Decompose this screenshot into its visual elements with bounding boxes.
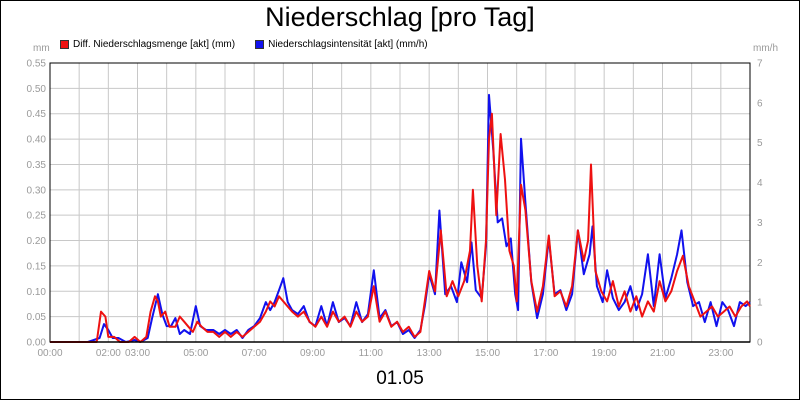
x-tick-label: 09:00 bbox=[300, 348, 325, 359]
y-right-tick-label: 7 bbox=[757, 59, 763, 70]
x-tick-label: 00:00 bbox=[37, 348, 62, 359]
y-left-tick-label: 0.55 bbox=[27, 59, 47, 70]
y-left-tick-label: 0.40 bbox=[27, 135, 47, 146]
y-right-tick-label: 4 bbox=[757, 178, 763, 189]
y-left-tick-label: 0.30 bbox=[27, 185, 47, 196]
legend-item-mm: Diff. Niederschlagsmenge [akt] (mm) bbox=[60, 39, 235, 50]
left-axis-unit: mm bbox=[33, 43, 50, 54]
x-tick-label: 02:00 bbox=[96, 348, 121, 359]
y-left-tick-label: 0.45 bbox=[27, 109, 47, 120]
x-tick-label: 21:00 bbox=[650, 348, 675, 359]
right-axis-unit: mm/h bbox=[753, 43, 778, 54]
chart-title: Niederschlag [pro Tag] bbox=[265, 2, 535, 32]
y-left-tick-label: 0.10 bbox=[27, 287, 47, 298]
y-left-tick-label: 0.05 bbox=[27, 312, 47, 323]
x-tick-label: 13:00 bbox=[417, 348, 442, 359]
y-right-tick-label: 6 bbox=[757, 98, 763, 109]
y-left-tick-label: 0.35 bbox=[27, 160, 47, 171]
y-left-tick-label: 0.25 bbox=[27, 211, 47, 222]
legend-item-intensity: Niederschlagsintensität [akt] (mm/h) bbox=[255, 39, 428, 50]
x-tick-label: 17:00 bbox=[533, 348, 558, 359]
y-left-tick-label: 0.20 bbox=[27, 236, 47, 247]
legend-swatch-red bbox=[60, 40, 69, 49]
legend-label-mm: Diff. Niederschlagsmenge [akt] (mm) bbox=[73, 39, 236, 50]
y-left-tick-label: 0.00 bbox=[27, 338, 47, 349]
x-tick-label: 19:00 bbox=[592, 348, 617, 359]
x-tick-label: 03:00 bbox=[125, 348, 150, 359]
y-left-tick-label: 0.50 bbox=[27, 84, 47, 95]
chart-legend: Diff. Niederschlagsmenge [akt] (mm) Nied… bbox=[60, 39, 428, 50]
x-tick-label: 11:00 bbox=[359, 348, 384, 359]
y-right-tick-label: 3 bbox=[757, 218, 763, 229]
y-left-tick-label: 0.15 bbox=[27, 261, 47, 272]
y-right-tick-label: 5 bbox=[757, 138, 763, 149]
y-right-tick-label: 0 bbox=[757, 338, 763, 349]
x-tick-label: 05:00 bbox=[183, 348, 208, 359]
x-tick-label: 23:00 bbox=[708, 348, 733, 359]
y-right-tick-label: 1 bbox=[757, 298, 763, 309]
series-line-niederschlagsmenge bbox=[50, 112, 751, 343]
x-tick-label: 07:00 bbox=[242, 348, 267, 359]
x-tick-label: 15:00 bbox=[475, 348, 500, 359]
date-label: 01.05 bbox=[376, 368, 424, 389]
y-right-tick-label: 2 bbox=[757, 258, 763, 269]
legend-swatch-blue bbox=[255, 40, 265, 49]
legend-label-intensity: Niederschlagsintensität [akt] (mm/h) bbox=[268, 39, 428, 50]
